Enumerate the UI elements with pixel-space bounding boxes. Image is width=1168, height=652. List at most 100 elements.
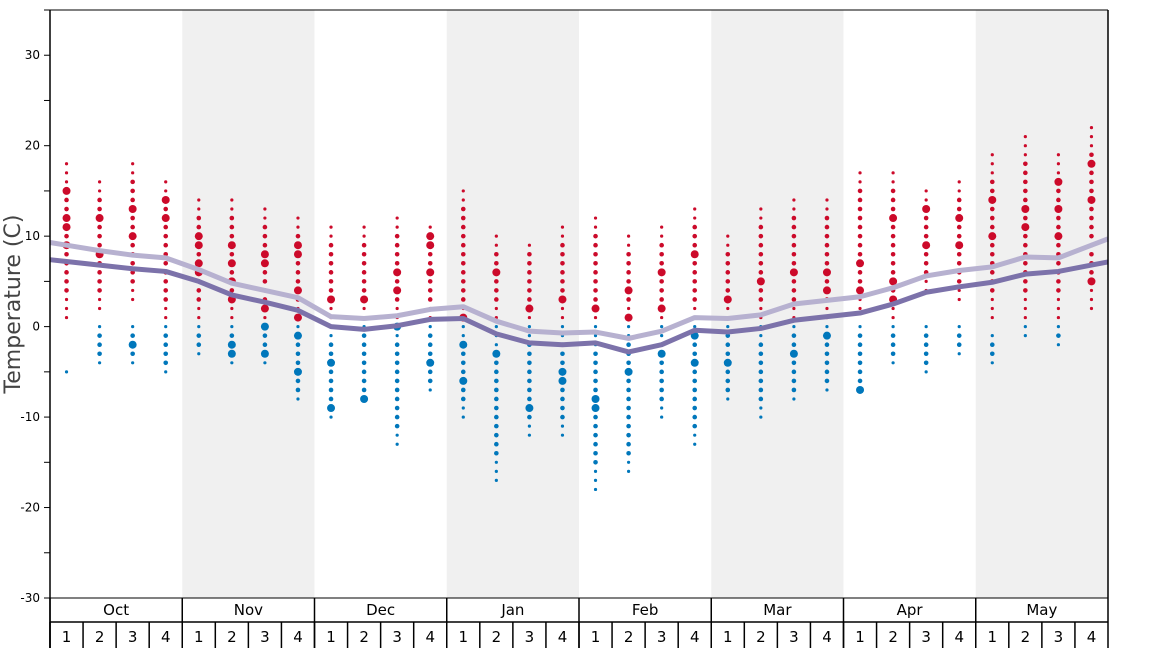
warm-dot: [527, 288, 532, 293]
warm-dot: [494, 306, 498, 311]
warm-dot: [64, 288, 69, 293]
cold-dot: [856, 385, 865, 394]
cold-dot: [692, 351, 698, 357]
cold-dot: [693, 442, 697, 446]
cold-dot: [956, 333, 962, 338]
warm-dot: [527, 279, 532, 284]
cold-dot: [692, 342, 698, 348]
warm-dot: [890, 197, 896, 203]
warm-dot: [229, 224, 235, 230]
warm-dot: [659, 279, 664, 284]
warm-dot: [1023, 188, 1028, 194]
cold-dot: [494, 378, 499, 384]
warm-dot: [560, 288, 565, 293]
week-label: 3: [392, 628, 402, 646]
warm-dot: [395, 216, 399, 220]
warm-dot: [1087, 277, 1096, 286]
warm-dot: [560, 234, 565, 238]
cold-dot: [494, 369, 499, 375]
warm-dot: [263, 315, 267, 320]
warm-dot: [725, 251, 731, 257]
warm-dot: [328, 251, 334, 257]
warm-dot: [989, 206, 995, 212]
warm-dot: [857, 188, 863, 194]
week-label: 3: [1054, 628, 1064, 646]
warm-dot: [130, 188, 135, 194]
warm-dot: [64, 233, 69, 239]
warm-dot: [427, 279, 433, 284]
warm-dot: [131, 162, 135, 166]
axes: -30 -20 -10 0 10 20 30 Oct Nov Dec Jan Feb Mar Apr May…: [20, 9, 1109, 648]
warm-dot: [327, 295, 336, 304]
warm-dot: [988, 195, 997, 204]
warm-dot: [990, 162, 994, 166]
warm-dot: [624, 313, 633, 322]
cold-dot: [593, 450, 598, 456]
warm-dot: [824, 251, 830, 257]
warm-dot: [593, 251, 598, 257]
cold-dot: [791, 378, 797, 384]
cold-dot: [97, 333, 102, 338]
cold-dot: [164, 325, 168, 329]
warm-dot: [328, 288, 334, 293]
warm-dot: [889, 214, 898, 223]
cold-dot: [163, 360, 169, 366]
warm-dot: [293, 250, 302, 259]
warm-dot: [328, 242, 334, 248]
cold-dot: [394, 405, 400, 411]
cold-dot: [427, 342, 433, 348]
warm-dot: [1023, 279, 1028, 284]
light-line: [49, 236, 1109, 341]
warm-dot: [857, 233, 863, 239]
warm-dot: [1089, 224, 1094, 230]
warm-dot: [1023, 260, 1028, 266]
warm-dot: [989, 179, 995, 185]
cold-dot: [494, 396, 499, 402]
warm-dot: [527, 251, 532, 257]
warm-dot: [494, 279, 499, 284]
cold-dot: [758, 342, 764, 348]
warm-dot: [857, 270, 863, 275]
cold-dot: [791, 387, 797, 393]
cold-dot: [560, 351, 565, 357]
cold-dot: [428, 325, 432, 329]
cold-dot: [791, 360, 797, 366]
warm-dot: [262, 270, 268, 275]
cold-dot: [427, 351, 433, 357]
cold-dot: [460, 369, 466, 375]
warm-dot: [227, 241, 236, 250]
cold-dot: [295, 351, 301, 357]
cold-dot: [461, 325, 465, 329]
cold-dot: [295, 378, 301, 384]
warm-dot: [196, 224, 202, 230]
cold-dot: [692, 378, 698, 384]
cold-dot: [1023, 325, 1027, 329]
warm-dot: [989, 288, 995, 293]
warm-dot: [660, 234, 664, 238]
temperature-dots: [62, 126, 1096, 492]
cold-dot: [989, 351, 995, 357]
week-label: 2: [1021, 628, 1031, 646]
cold-dot: [659, 369, 664, 375]
week-label: 3: [789, 628, 799, 646]
warm-dot: [990, 306, 994, 311]
cold-dot: [758, 351, 764, 357]
warm-dot: [956, 279, 962, 284]
warm-dot: [725, 270, 731, 275]
cold-dot: [328, 342, 334, 348]
warm-dot: [130, 279, 135, 284]
cold-dot: [593, 423, 598, 429]
warm-dot: [62, 223, 71, 232]
warm-dot: [229, 215, 235, 221]
cold-dot: [527, 424, 532, 428]
warm-dot: [64, 297, 69, 302]
cold-dot: [692, 414, 698, 420]
cold-dot: [164, 370, 168, 374]
warm-dot: [1054, 205, 1063, 214]
warm-dot: [791, 260, 797, 266]
warm-dot: [692, 233, 698, 239]
cold-dot: [329, 334, 333, 338]
week-label: 2: [95, 628, 105, 646]
warm-dot: [923, 233, 929, 239]
warm-dot: [824, 279, 830, 284]
